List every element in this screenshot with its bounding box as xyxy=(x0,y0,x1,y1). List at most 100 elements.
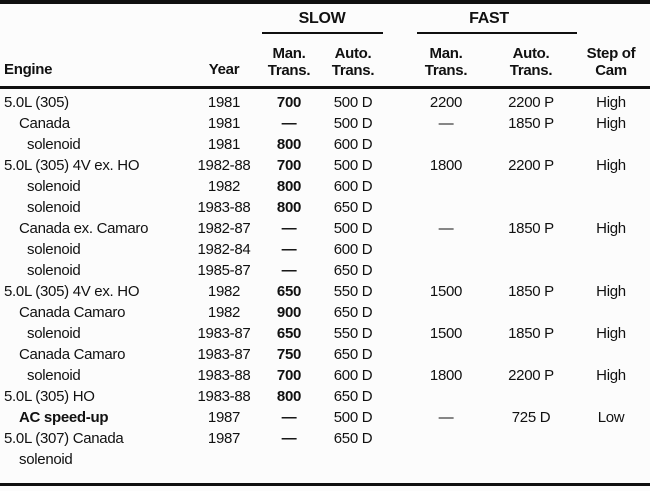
year-cell: 1983-88 xyxy=(197,388,251,405)
slow-man-cell: 700 xyxy=(276,94,302,111)
step-cell: High xyxy=(596,283,626,300)
year-cell: 1981 xyxy=(207,136,241,153)
engine-cell: 5.0L (305) HO xyxy=(0,386,190,407)
fast-man-cell xyxy=(404,386,488,407)
step-cell: High xyxy=(596,115,626,132)
fast-auto-cell: 1850 P xyxy=(508,115,554,132)
column-gap xyxy=(386,92,404,113)
slow-auto-cell: 500 D xyxy=(333,220,373,237)
engine-name: solenoid xyxy=(27,367,81,384)
engine-column-header: Engine xyxy=(4,61,53,78)
step-cell xyxy=(574,176,648,197)
auto-label: Auto. xyxy=(334,45,372,62)
engine-cell: 5.0L (305) xyxy=(0,92,190,113)
fast-man-cell: 1800 xyxy=(429,157,463,174)
year-cell: 1982-84 xyxy=(197,241,251,258)
year-cell: 1981 xyxy=(207,94,241,111)
step-of-label: Step of xyxy=(586,45,636,62)
fast-man-cell: 1800 xyxy=(429,367,463,384)
slow-man-cell: — xyxy=(281,409,297,426)
slow-man-cell: — xyxy=(281,262,297,279)
engine-name: 5.0L (305) HO xyxy=(4,388,95,405)
fast-man-cell xyxy=(404,239,488,260)
slow-man-trans-column-header: Man. Trans. xyxy=(258,45,320,86)
fast-auto-cell: 2200 P xyxy=(508,94,554,111)
slow-man-cell: — xyxy=(281,430,297,447)
engine-name: solenoid xyxy=(27,241,81,258)
slow-man-cell: 800 xyxy=(276,178,302,195)
step-cell: High xyxy=(596,325,626,342)
fast-man-cell: — xyxy=(438,220,454,237)
column-gap xyxy=(386,176,404,197)
slow-auto-cell: 600 D xyxy=(333,241,373,258)
fast-auto-cell xyxy=(488,260,574,281)
step-cell xyxy=(574,197,648,218)
step-cell xyxy=(574,428,648,470)
trans-label: Trans. xyxy=(331,62,375,79)
column-gap xyxy=(386,428,404,470)
engine-cell: Canada xyxy=(0,113,190,134)
engine-name: Canada ex. Camaro xyxy=(19,220,149,237)
table-row: 5.0L (305) 1981 700 500 D 2200 2200 P High xyxy=(0,92,650,113)
auto-label: Auto. xyxy=(512,45,550,62)
man-label: Man. xyxy=(429,45,463,62)
table-row: Canada Camaro 1983-87 750 650 D xyxy=(0,344,650,365)
fast-auto-cell xyxy=(488,197,574,218)
fast-auto-cell xyxy=(488,386,574,407)
slow-man-cell: 800 xyxy=(276,388,302,405)
slow-man-cell: 650 xyxy=(276,325,302,342)
table-row: Canada 1981 — 500 D — 1850 P High xyxy=(0,113,650,134)
slow-auto-trans-column-header: Auto. Trans. xyxy=(320,45,386,86)
year-cell: 1982 xyxy=(207,304,241,321)
fast-auto-cell: 1850 P xyxy=(508,283,554,300)
table-row: AC speed-up 1987 — 500 D — 725 D Low xyxy=(0,407,650,428)
table-body: 5.0L (305) 1981 700 500 D 2200 2200 P High Cana… xyxy=(0,89,650,486)
engine-name: solenoid xyxy=(27,325,81,342)
year-cell: 1982-87 xyxy=(197,220,251,237)
trans-label: Trans. xyxy=(509,62,553,79)
step-cell xyxy=(574,302,648,323)
fast-auto-cell: 1850 P xyxy=(508,220,554,237)
step-cell: Low xyxy=(597,409,625,426)
table-row: 5.0L (305) 4V ex. HO 1982 650 550 D 1500 1850… xyxy=(0,281,650,302)
column-gap xyxy=(386,218,404,239)
engine-name: Canada xyxy=(19,115,70,132)
step-of-cam-column-header: Step of Cam xyxy=(574,45,648,86)
table-row: solenoid 1982-84 — 600 D xyxy=(0,239,650,260)
slow-auto-cell: 650 D xyxy=(333,388,373,405)
fast-man-cell xyxy=(404,176,488,197)
year-column-header: Year xyxy=(208,61,240,78)
slow-auto-cell: 500 D xyxy=(333,157,373,174)
table-row: 5.0L (305) HO 1983-88 800 650 D xyxy=(0,386,650,407)
fast-man-cell xyxy=(404,197,488,218)
slow-man-cell: 800 xyxy=(276,136,302,153)
column-gap xyxy=(386,134,404,155)
slow-auto-cell: 500 D xyxy=(333,94,373,111)
fast-man-cell: 2200 xyxy=(429,94,463,111)
engine-name: 5.0L (307) Canada xyxy=(4,430,124,447)
engine-name: 5.0L (305) xyxy=(4,94,69,111)
year-cell: 1982 xyxy=(207,178,241,195)
slow-auto-cell: 600 D xyxy=(333,178,373,195)
fast-auto-cell: 2200 P xyxy=(508,367,554,384)
fast-man-cell xyxy=(404,302,488,323)
slow-auto-cell: 550 D xyxy=(333,283,373,300)
slow-auto-cell: 650 D xyxy=(333,430,373,447)
column-gap xyxy=(386,197,404,218)
slow-group-underline xyxy=(262,32,383,34)
fast-man-cell xyxy=(404,134,488,155)
year-cell: 1982-88 xyxy=(197,157,251,174)
slow-auto-cell: 500 D xyxy=(333,409,373,426)
slow-group-label: SLOW xyxy=(298,10,346,27)
year-cell: 1982 xyxy=(207,283,241,300)
engine-name: solenoid xyxy=(27,136,81,153)
year-cell: 1981 xyxy=(207,115,241,132)
fast-man-cell xyxy=(404,344,488,365)
engine-name: Canada Camaro xyxy=(19,346,126,363)
column-gap xyxy=(386,239,404,260)
year-cell: 1983-88 xyxy=(197,367,251,384)
fast-auto-cell: 725 D xyxy=(511,409,551,426)
year-cell: 1983-87 xyxy=(197,325,251,342)
engine-cell: 5.0L (305) 4V ex. HO xyxy=(0,281,190,302)
engine-cell: AC speed-up xyxy=(0,407,190,428)
